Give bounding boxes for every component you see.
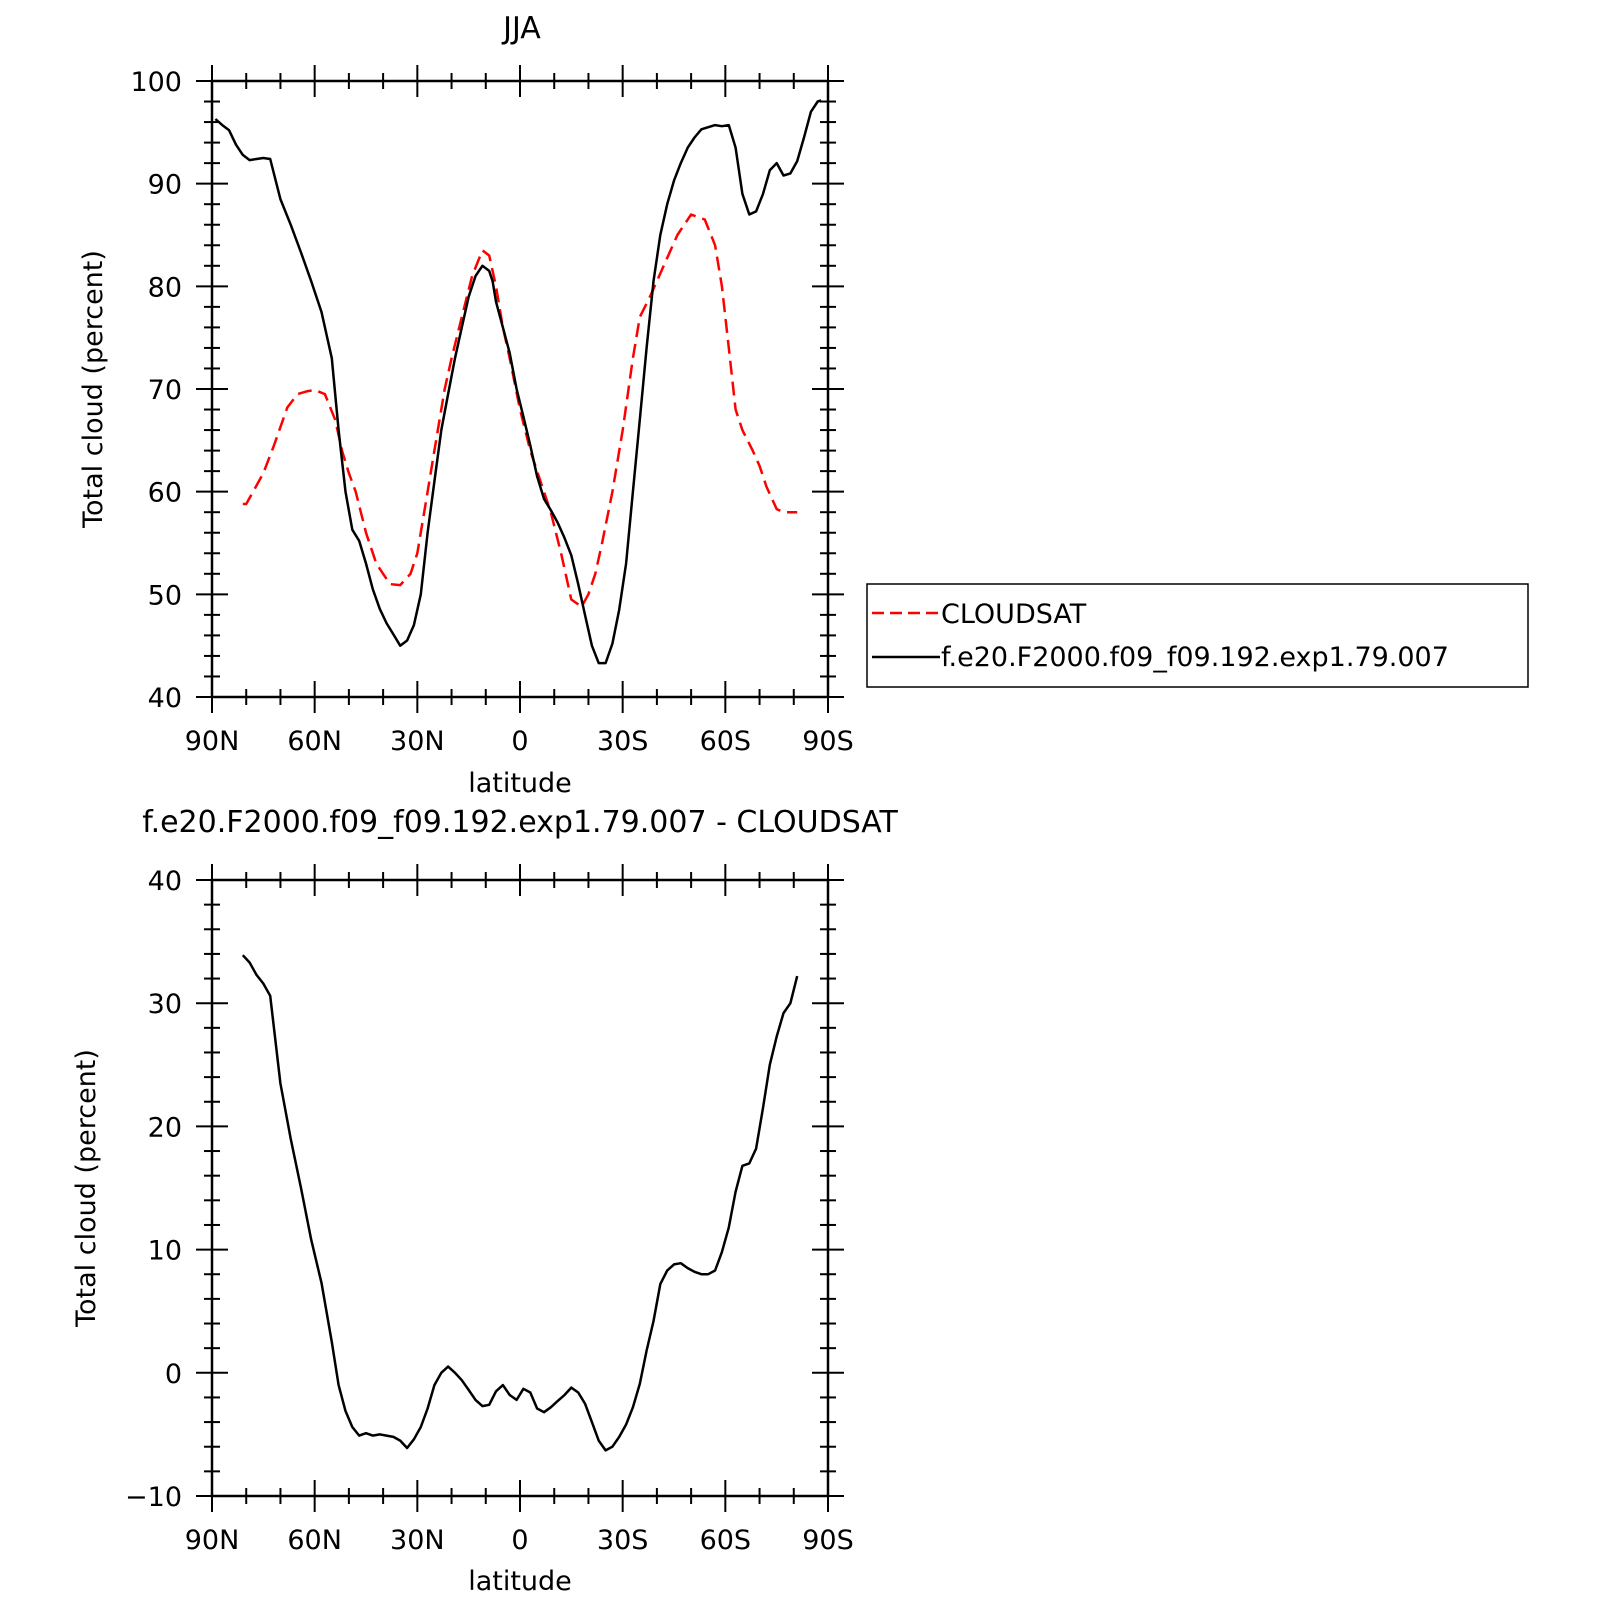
bottom-x-tick-label: 0 bbox=[511, 1525, 528, 1556]
top-y-tick-label: 40 bbox=[148, 683, 182, 714]
legend: CLOUDSAT f.e20.F2000.f09_f09.192.exp1.79… bbox=[866, 583, 1529, 688]
bottom-x-tick-label: 30S bbox=[597, 1525, 649, 1556]
legend-label-cloudsat: CLOUDSAT bbox=[941, 599, 1087, 630]
bottom-x-tick-label: 30N bbox=[390, 1525, 445, 1556]
bottom-x-tick-label: 60N bbox=[287, 1525, 342, 1556]
bottom-y-axis-title: Total cloud (percent) bbox=[71, 1049, 102, 1328]
bottom-y-tick-label: 0 bbox=[165, 1359, 182, 1390]
bottom-chart-title: f.e20.F2000.f09_f09.192.exp1.79.007 - CL… bbox=[142, 805, 898, 840]
top-x-ticks: 90N 60N 30N 0 30S 60S 90S bbox=[185, 65, 854, 757]
top-x-tick-label: 60N bbox=[287, 726, 342, 757]
top-chart-title: JJA bbox=[501, 11, 541, 46]
bottom-y-tick-label: −10 bbox=[125, 1482, 182, 1513]
bottom-x-axis-title: latitude bbox=[468, 1566, 572, 1597]
top-y-axis-title: Total cloud (percent) bbox=[78, 250, 109, 529]
top-series-layer bbox=[214, 99, 822, 665]
top-x-tick-label: 90S bbox=[802, 726, 854, 757]
top-x-tick-label: 30N bbox=[390, 726, 445, 757]
legend-box bbox=[866, 583, 1529, 688]
top-y-tick-label: 60 bbox=[148, 478, 182, 509]
top-x-axis-title: latitude bbox=[468, 768, 572, 799]
bottom-x-tick-label: 90S bbox=[802, 1525, 854, 1556]
legend-label-model: f.e20.F2000.f09_f09.192.exp1.79.007 bbox=[941, 642, 1449, 673]
top-plot-frame bbox=[210, 79, 830, 699]
bottom-series-layer bbox=[241, 954, 799, 1452]
top-x-tick-label: 30S bbox=[597, 726, 649, 757]
top-x-tick-label: 0 bbox=[511, 726, 528, 757]
bottom-plot-frame bbox=[210, 878, 830, 1498]
bottom-x-ticks: 90N 60N 30N 0 30S 60S 90S bbox=[185, 864, 854, 1556]
top-y-tick-label: 70 bbox=[148, 375, 182, 406]
top-y-tick-label: 100 bbox=[130, 67, 182, 98]
bottom-series-line-difference bbox=[241, 954, 799, 1452]
top-y-tick-label: 90 bbox=[148, 170, 182, 201]
top-y-tick-label: 80 bbox=[148, 272, 182, 303]
top-series-line-f-e20-f2000-f09-f09-192-exp1-79-007 bbox=[214, 99, 822, 665]
top-y-tick-label: 50 bbox=[148, 580, 182, 611]
top-x-tick-label: 90N bbox=[185, 726, 240, 757]
bottom-x-tick-label: 90N bbox=[185, 1525, 240, 1556]
bottom-y-tick-label: 20 bbox=[148, 1112, 182, 1143]
bottom-panel: f.e20.F2000.f09_f09.192.exp1.79.007 - CL… bbox=[71, 805, 898, 1597]
bottom-y-tick-label: 40 bbox=[148, 866, 182, 897]
top-series-line-cloudsat bbox=[242, 213, 798, 608]
bottom-x-tick-label: 60S bbox=[700, 1525, 752, 1556]
bottom-y-tick-label: 30 bbox=[148, 989, 182, 1020]
top-x-tick-label: 60S bbox=[700, 726, 752, 757]
bottom-y-tick-label: 10 bbox=[148, 1236, 182, 1267]
